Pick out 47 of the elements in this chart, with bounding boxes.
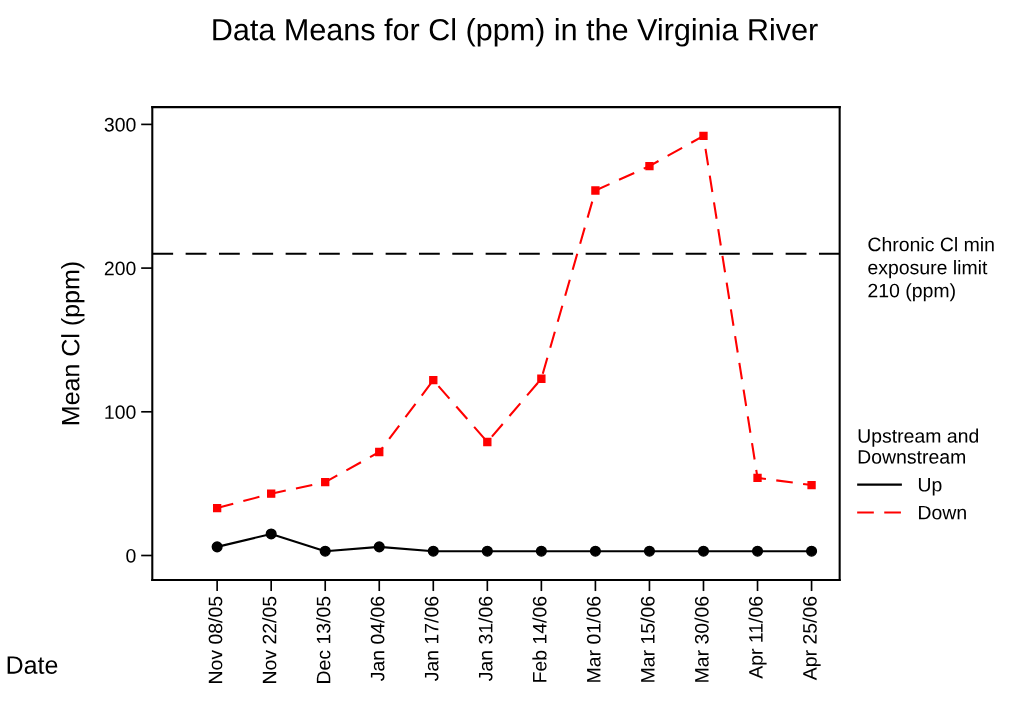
point — [481, 545, 493, 557]
x-tick-label: Mar 30/06 — [694, 596, 709, 682]
ref-line-label: Chronic Cl min exposure limit 210 (ppm) — [868, 237, 994, 302]
x-tick-label: Dec 13/05 — [316, 596, 331, 683]
point — [699, 131, 708, 141]
y-tick-label: 300 — [104, 117, 136, 132]
point — [429, 376, 438, 385]
point — [211, 541, 223, 553]
y-tick-label: 200 — [104, 261, 136, 276]
x-tick-label: Feb 14/06 — [532, 596, 547, 682]
x-tick-label: Apr 25/06 — [802, 596, 821, 681]
y-tick-label: 100 — [105, 405, 136, 420]
point — [537, 374, 546, 383]
x-tick-label: Mar 01/06 — [586, 596, 601, 682]
point — [267, 489, 276, 498]
point — [535, 545, 547, 557]
point — [375, 447, 384, 457]
point — [265, 528, 277, 540]
point — [807, 480, 816, 490]
x-tick-label: Apr 11/06 — [748, 596, 767, 679]
x-tick-label: Nov 08/05 — [208, 596, 223, 683]
x-tick-label: Jan 17/06 — [424, 596, 439, 681]
point — [321, 478, 330, 487]
point — [589, 545, 601, 557]
x-axis-title: Date — [7, 656, 58, 674]
y-tick-label: 0 — [126, 548, 136, 563]
point — [483, 437, 492, 447]
point — [753, 473, 762, 483]
legend-label: Up — [918, 478, 942, 496]
point — [319, 545, 331, 557]
point — [645, 161, 654, 171]
point — [373, 541, 385, 553]
point — [751, 545, 764, 557]
x-tick-label: Nov 22/05 — [262, 596, 277, 683]
point — [643, 545, 656, 557]
point — [212, 503, 222, 513]
y-axis-title: Mean Cl (ppm) — [61, 262, 85, 425]
point — [591, 186, 600, 195]
point — [427, 545, 439, 557]
point — [806, 545, 818, 557]
point — [697, 545, 710, 557]
legend-label: Down — [919, 505, 966, 520]
x-tick-label: Jan 04/06 — [370, 596, 385, 681]
chart-title: Data Means for Cl (ppm) in the Virginia River — [213, 18, 818, 47]
x-tick-label: Mar 15/06 — [640, 596, 655, 682]
x-tick-label: Jan 31/06 — [478, 596, 493, 681]
legend-title: Upstream and Downstream — [858, 428, 979, 464]
